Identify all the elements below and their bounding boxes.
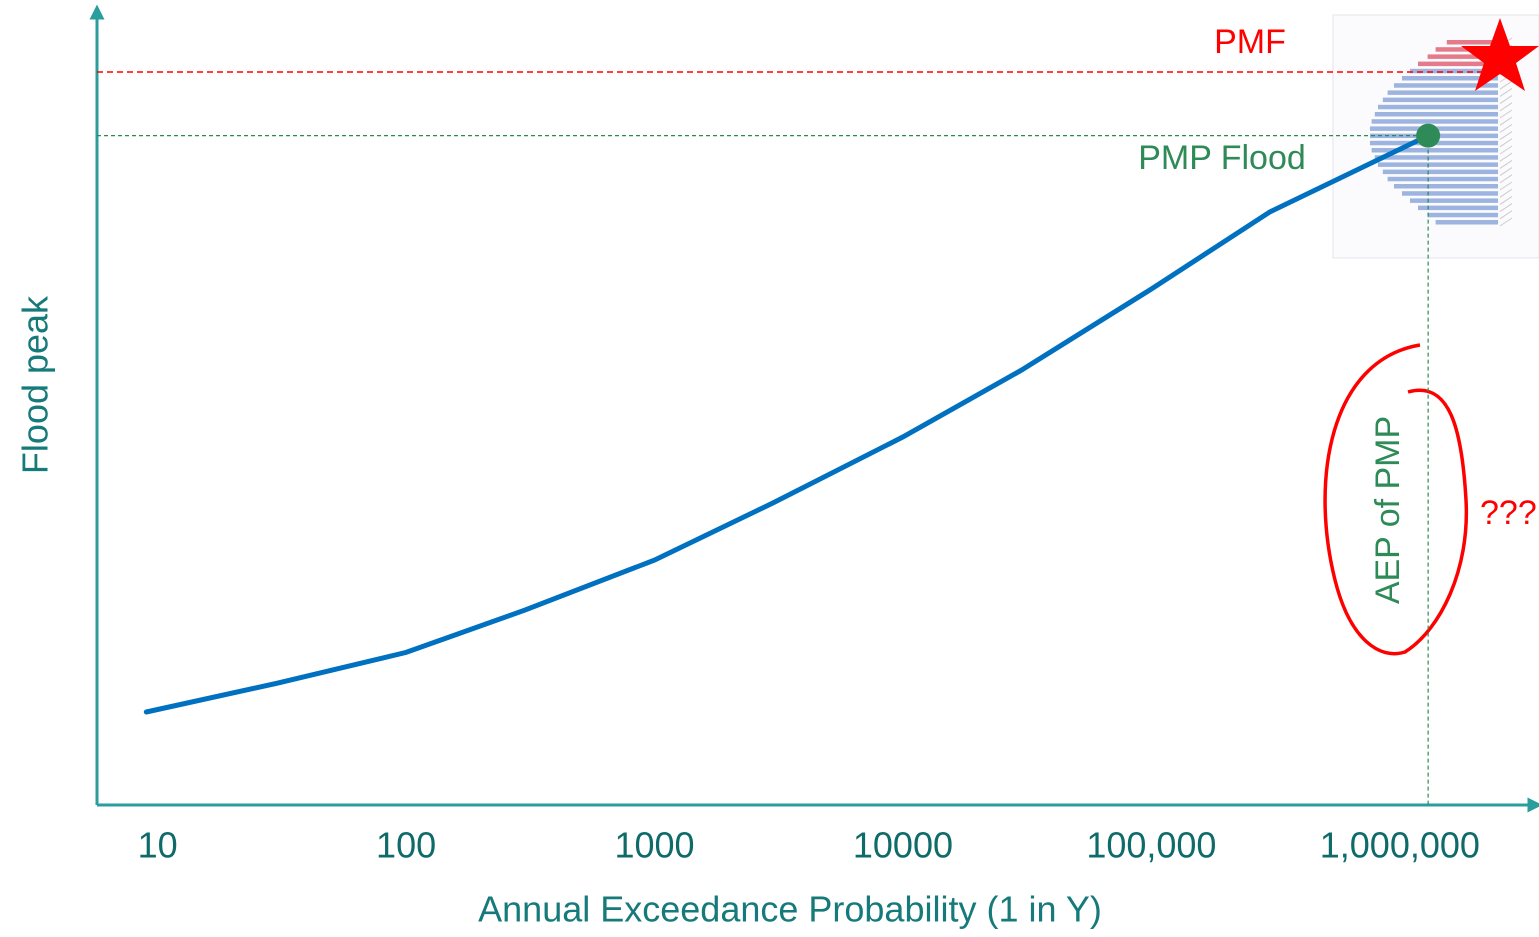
inset-bar bbox=[1382, 169, 1498, 175]
question-label: ??? bbox=[1480, 494, 1537, 532]
inset-bar bbox=[1374, 112, 1498, 117]
inset-bar bbox=[1387, 176, 1498, 182]
y-axis-label: Flood peak bbox=[15, 295, 56, 474]
inset-hatch bbox=[1499, 195, 1513, 205]
inset-hatch bbox=[1499, 210, 1513, 220]
inset-hatch bbox=[1499, 131, 1513, 141]
inset-bar bbox=[1427, 212, 1498, 218]
curve bbox=[143, 133, 1431, 715]
inset-hatch bbox=[1499, 217, 1513, 227]
inset-bar bbox=[1402, 191, 1498, 196]
inset-hatch bbox=[1499, 145, 1513, 155]
inset-hatch bbox=[1499, 95, 1513, 105]
inset-hatch bbox=[1499, 181, 1513, 191]
inset-bar bbox=[1394, 83, 1498, 88]
inset-bar bbox=[1402, 76, 1498, 81]
x-tick-label: 1000 bbox=[614, 825, 694, 866]
inset-bar bbox=[1382, 97, 1498, 103]
pmf-star bbox=[1461, 18, 1539, 91]
inset-hatch bbox=[1499, 102, 1513, 112]
x-tick-label: 100 bbox=[376, 825, 436, 866]
x-tick-label: 10 bbox=[138, 825, 178, 866]
pmf-label: PMF bbox=[1214, 23, 1286, 61]
x-tick-label: 10000 bbox=[853, 825, 953, 866]
pmp-label: PMP Flood bbox=[1138, 139, 1306, 177]
inset-hatch bbox=[1499, 152, 1513, 162]
inset-bar bbox=[1418, 61, 1498, 67]
inset-hatch bbox=[1499, 123, 1513, 133]
inset-bar bbox=[1394, 184, 1498, 189]
inset-hatch bbox=[1499, 188, 1513, 198]
inset-hatch bbox=[1499, 87, 1513, 97]
inset-bar bbox=[1371, 148, 1498, 153]
inset-bar bbox=[1374, 155, 1498, 160]
inset-bar bbox=[1371, 119, 1498, 124]
annotation-loop bbox=[1323, 343, 1469, 656]
inset-bar bbox=[1378, 162, 1498, 167]
inset-hatch bbox=[1499, 174, 1513, 184]
x-axis-label: Annual Exceedance Probability (1 in Y) bbox=[478, 889, 1102, 930]
inset-bar bbox=[1427, 54, 1498, 59]
inset-hatch bbox=[1499, 167, 1513, 177]
inset-bar bbox=[1418, 205, 1498, 211]
pmp-point bbox=[1416, 123, 1441, 148]
inset-bar bbox=[1410, 68, 1498, 74]
inset-hatch bbox=[1499, 116, 1513, 126]
inset-hatch bbox=[1499, 159, 1513, 169]
aep-label: AEP of PMP bbox=[1369, 416, 1407, 604]
inset-bar bbox=[1387, 90, 1498, 95]
inset-bar bbox=[1410, 198, 1498, 203]
x-tick-label: 100,000 bbox=[1086, 825, 1216, 866]
x-tick-label: 1,000,000 bbox=[1320, 825, 1480, 866]
inset-bar bbox=[1446, 40, 1498, 45]
inset-bar bbox=[1435, 220, 1498, 225]
inset-bar bbox=[1378, 104, 1498, 110]
inset-hatch bbox=[1499, 203, 1513, 213]
inset-hatch bbox=[1499, 109, 1513, 119]
inset-hatch bbox=[1499, 138, 1513, 148]
inset-hatch bbox=[1499, 80, 1513, 90]
